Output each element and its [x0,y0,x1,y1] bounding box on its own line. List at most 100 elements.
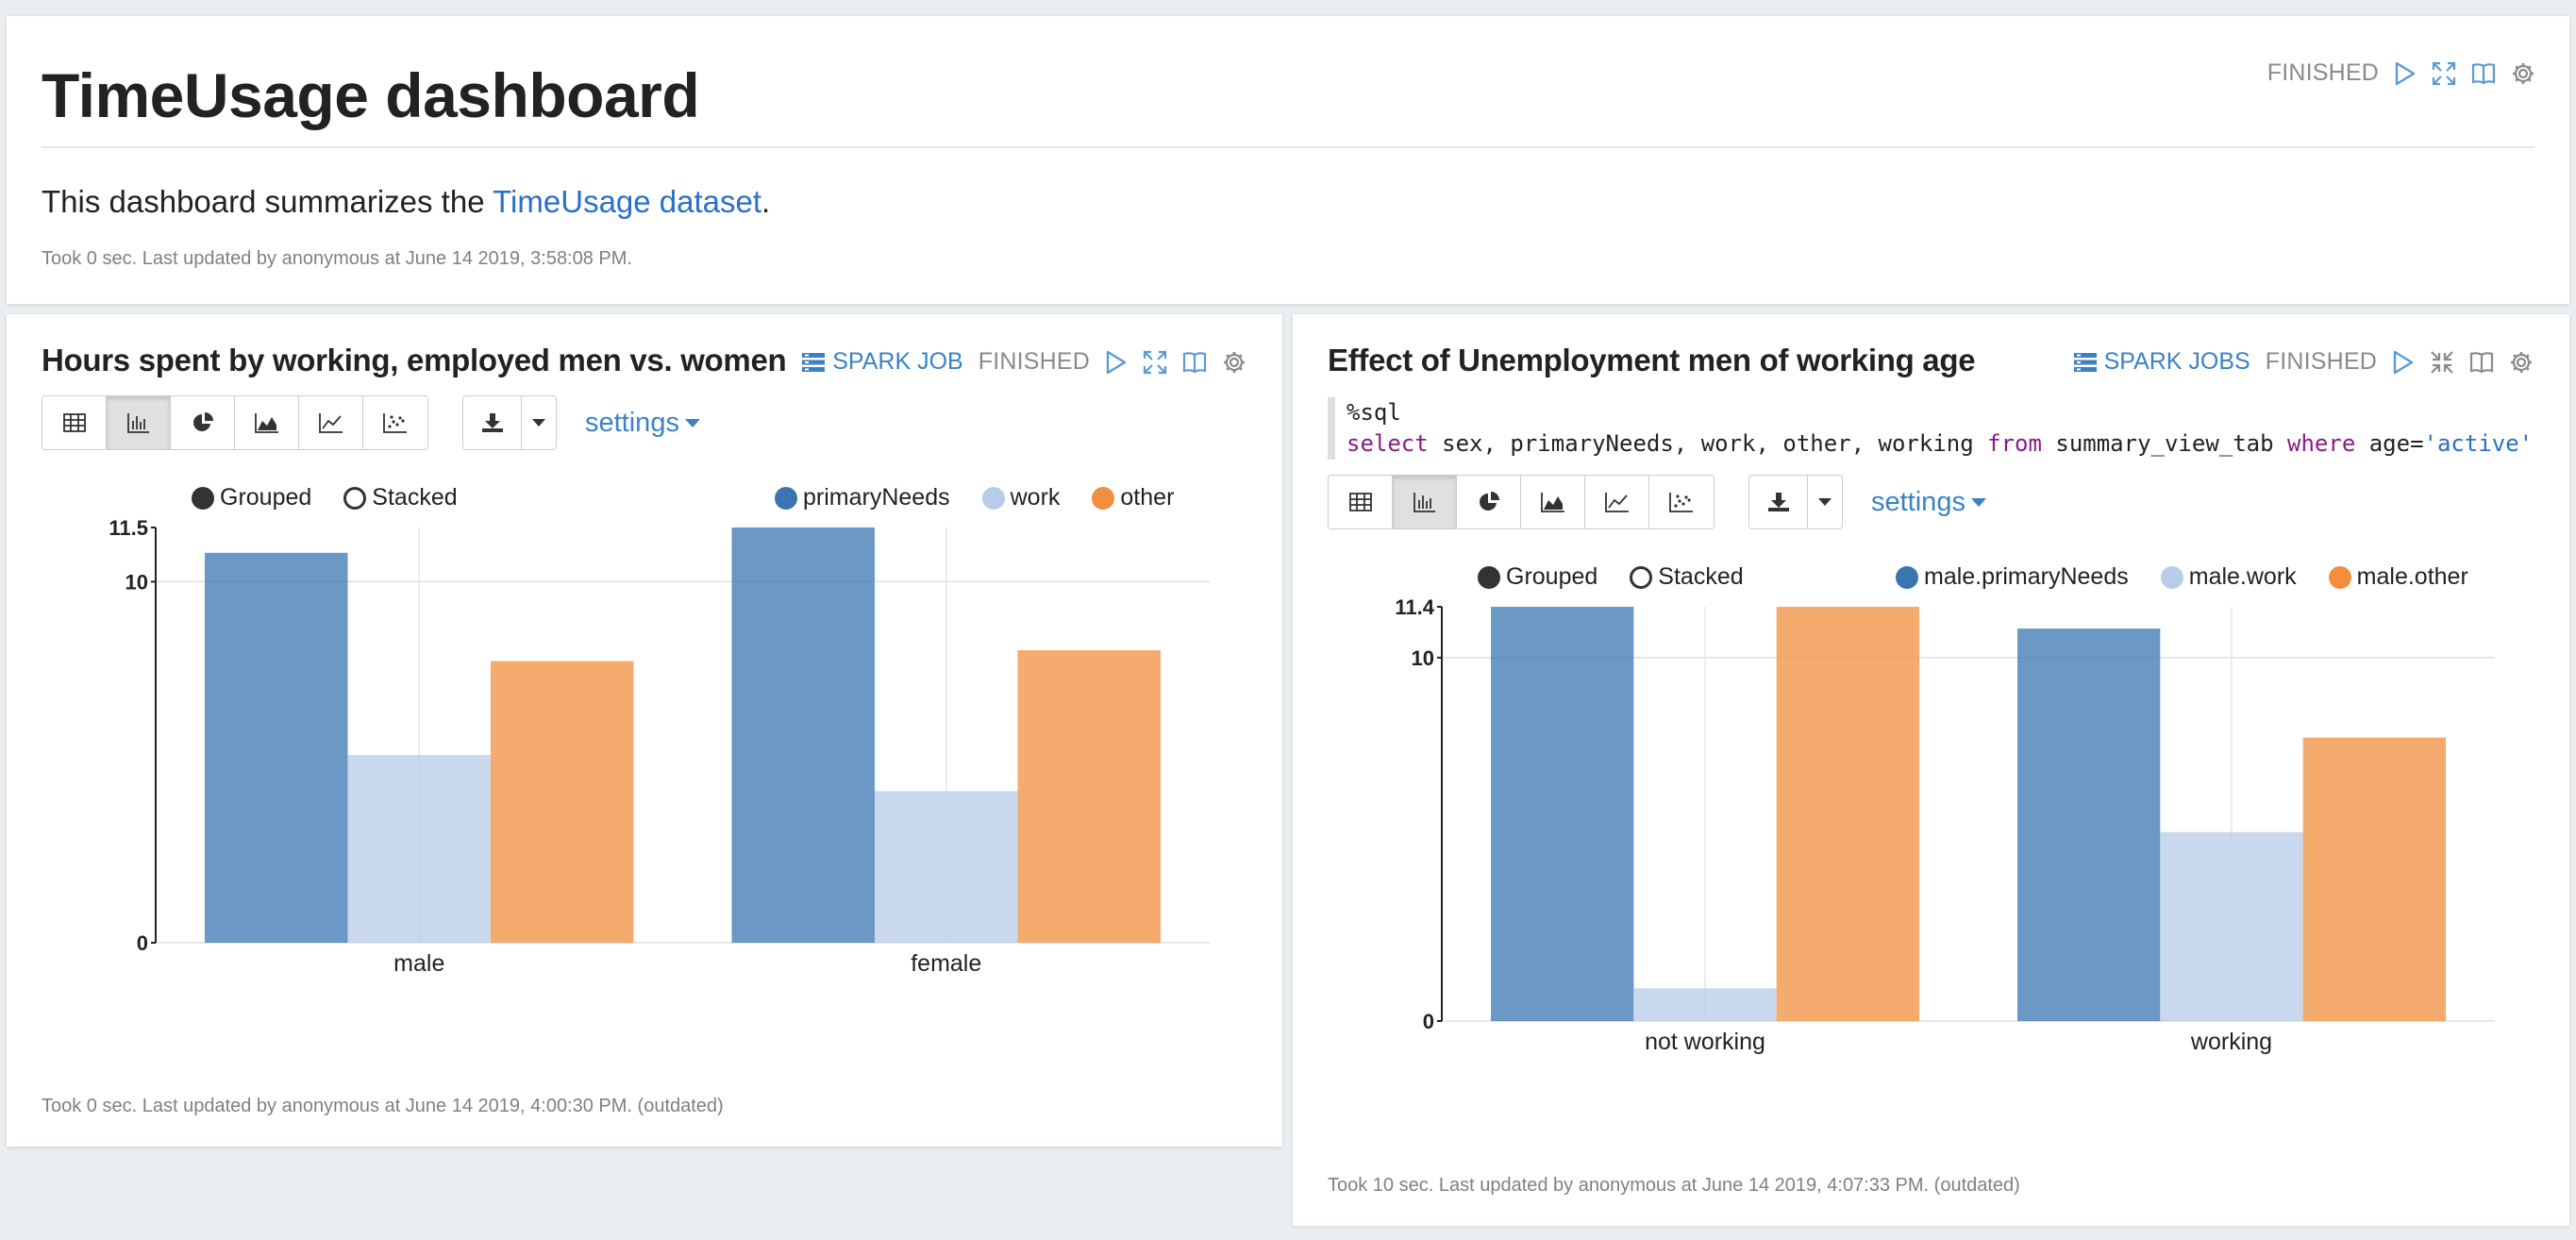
bar[interactable] [875,791,1018,943]
stacked-radio[interactable]: Stacked [1630,563,1744,591]
x-tick-label: working [2190,1029,2272,1055]
area-chart-button[interactable] [235,396,299,449]
pie-chart-button[interactable] [171,396,235,449]
page-title: TimeUsage dashboard [42,60,700,130]
bar[interactable] [2017,628,2161,1021]
chart-mode-toggle: Grouped Stacked [192,484,490,511]
right-chart-paragraph: Effect of Unemployment men of working ag… [1293,314,2569,1226]
legend-item[interactable]: primaryNeeds [775,484,950,511]
expand-icon[interactable] [1143,350,1167,375]
dataset-link[interactable]: TimeUsage dataset [493,184,762,219]
legend-swatch [775,486,797,510]
bar[interactable] [1633,988,1777,1021]
bar-chart-button[interactable] [1393,476,1457,528]
chart-mode-toggle: Grouped Stacked [1478,563,1776,591]
caret-down-icon [684,418,700,427]
legend-item[interactable]: male.work [2160,563,2297,591]
stacked-label: Stacked [372,484,458,511]
sql-code-editor[interactable]: %sql select sex, primaryNeeds, work, oth… [1328,397,2533,460]
bar[interactable] [1017,650,1162,943]
run-icon[interactable] [2394,61,2417,86]
scatter-chart-button[interactable] [363,396,427,449]
legend-item[interactable]: other [1092,484,1174,511]
table-view-button[interactable] [42,396,107,449]
chart-type-buttons [1328,475,1715,529]
sql-keyword: from [1987,430,2042,457]
paragraph-controls: FINISHED [2267,59,2535,87]
gear-icon[interactable] [2511,61,2535,86]
line-chart-button[interactable] [299,396,363,449]
legend-label: male.other [2356,563,2468,590]
bar[interactable] [491,661,634,943]
run-icon[interactable] [1105,350,1128,375]
paragraph-title: Effect of Unemployment men of working ag… [1328,343,1976,377]
description-period: . [761,184,771,219]
line-chart-button[interactable] [1585,476,1649,528]
expand-icon[interactable] [2432,61,2456,86]
radio-unselected-icon [1630,565,1653,589]
scatter-chart-button[interactable] [1649,476,1714,528]
table-view-button[interactable] [1329,476,1393,528]
chart-legend: male.primaryNeeds male.work male.other [1896,563,2501,591]
area-chart-button[interactable] [1521,476,1585,528]
settings-dropdown[interactable]: settings [1871,487,1986,518]
bar[interactable] [1491,607,1634,1021]
legend-label: male.primaryNeeds [1924,563,2129,590]
book-icon[interactable] [2471,62,2496,85]
gear-icon[interactable] [1222,350,1246,375]
download-button[interactable] [463,396,522,449]
chart-type-buttons [42,395,428,450]
bar[interactable] [205,552,348,943]
bar-chart-button[interactable] [107,396,171,449]
legend-label: primaryNeeds [803,484,950,511]
gear-icon[interactable] [2509,350,2534,375]
grouped-radio[interactable]: Grouped [192,484,311,511]
legend-swatch [2160,565,2183,589]
code-line-1: %sql [1347,399,1401,426]
y-tick-label: 11.4 [1395,595,1434,619]
grouped-radio[interactable]: Grouped [1478,563,1597,591]
pie-chart-button[interactable] [1457,476,1521,528]
book-icon[interactable] [1182,351,1207,374]
settings-label: settings [1871,486,1965,517]
download-button[interactable] [1749,476,1808,528]
bar[interactable] [2160,831,2303,1021]
stacked-radio[interactable]: Stacked [343,484,458,511]
radio-selected-icon [192,486,214,510]
legend-item[interactable]: work [981,484,1060,511]
legend-swatch [981,486,1005,510]
bar[interactable] [1776,607,1919,1021]
paragraph-footer: Took 0 sec. Last updated by anonymous at… [42,1096,724,1116]
book-icon[interactable] [2469,351,2494,374]
legend-item[interactable]: male.primaryNeeds [1896,563,2129,591]
spark-job-link[interactable]: SPARK JOB [802,348,963,376]
sql-keyword: select [1347,430,1429,457]
paragraph-controls: SPARK JOB FINISHED [802,348,1246,376]
status-label: FINISHED [2267,59,2379,86]
settings-dropdown[interactable]: settings [585,408,700,439]
bar[interactable] [2302,737,2446,1021]
bar[interactable] [731,528,876,943]
run-icon[interactable] [2392,350,2415,375]
legend-item[interactable]: male.other [2328,563,2468,591]
download-dropdown-button[interactable] [522,396,556,449]
paragraph-controls: SPARK JOBS FINISHED [2073,348,2534,376]
spark-job-label: SPARK JOB [832,348,963,375]
divider [42,146,2534,148]
paragraph-title: Hours spent by working, employed men vs.… [42,343,787,377]
sql-keyword: where [2287,430,2356,457]
paragraph-footer: Took 10 sec. Last updated by anonymous a… [1328,1175,2020,1196]
x-tick-label: not working [1645,1029,1765,1055]
download-dropdown-button[interactable] [1808,476,1842,528]
download-icon [481,413,503,432]
code-line-2: select sex, primaryNeeds, work, other, w… [1347,428,2533,460]
download-icon [1767,493,1789,511]
legend-label: male.work [2188,563,2297,590]
collapse-icon[interactable] [2430,350,2454,375]
bar[interactable] [347,755,492,943]
download-button-group [1748,475,1843,529]
download-button-group [462,395,557,450]
chart-legend: primaryNeeds work other [775,484,1206,511]
spark-jobs-link[interactable]: SPARK JOBS [2073,348,2250,376]
paragraph-footer: Took 0 sec. Last updated by anonymous at… [42,248,632,269]
